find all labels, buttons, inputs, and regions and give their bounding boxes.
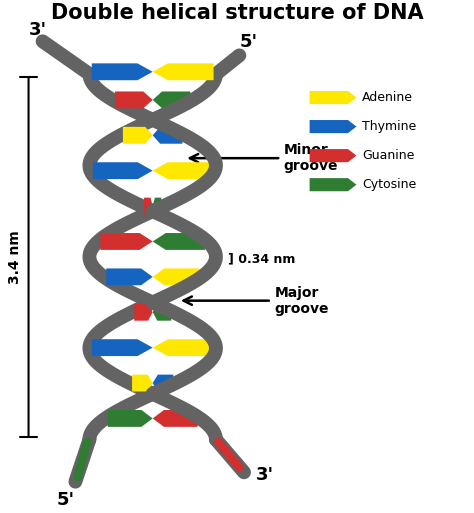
Polygon shape bbox=[310, 178, 356, 191]
Polygon shape bbox=[153, 339, 214, 356]
Polygon shape bbox=[153, 198, 161, 214]
Text: 5': 5' bbox=[57, 491, 75, 509]
Text: Adenine: Adenine bbox=[362, 91, 413, 104]
Text: 3': 3' bbox=[29, 21, 47, 39]
Text: Minor
groove: Minor groove bbox=[190, 143, 338, 173]
Polygon shape bbox=[115, 91, 153, 108]
Title: Double helical structure of DNA: Double helical structure of DNA bbox=[51, 3, 423, 23]
Text: Major
groove: Major groove bbox=[183, 286, 329, 316]
Polygon shape bbox=[153, 127, 182, 144]
Text: 3.4 nm: 3.4 nm bbox=[8, 230, 21, 284]
Polygon shape bbox=[123, 127, 153, 144]
Polygon shape bbox=[153, 268, 199, 285]
Polygon shape bbox=[310, 149, 356, 162]
Polygon shape bbox=[92, 63, 153, 80]
Polygon shape bbox=[132, 374, 153, 391]
Polygon shape bbox=[153, 374, 173, 391]
Polygon shape bbox=[93, 162, 153, 179]
Text: Guanine: Guanine bbox=[362, 149, 414, 162]
Polygon shape bbox=[144, 198, 153, 214]
Polygon shape bbox=[153, 162, 212, 179]
Polygon shape bbox=[153, 91, 191, 108]
Text: 5': 5' bbox=[240, 33, 258, 51]
Polygon shape bbox=[310, 120, 356, 133]
Polygon shape bbox=[153, 304, 171, 321]
Polygon shape bbox=[153, 410, 198, 427]
Polygon shape bbox=[92, 339, 153, 356]
Text: ] 0.34 nm: ] 0.34 nm bbox=[228, 253, 295, 266]
Text: Cytosine: Cytosine bbox=[362, 178, 416, 191]
Polygon shape bbox=[108, 410, 153, 427]
Polygon shape bbox=[153, 63, 214, 80]
Text: Thymine: Thymine bbox=[362, 120, 416, 133]
Polygon shape bbox=[153, 233, 205, 250]
Polygon shape bbox=[106, 268, 153, 285]
Polygon shape bbox=[310, 91, 356, 104]
Text: 3': 3' bbox=[256, 466, 274, 484]
Polygon shape bbox=[134, 304, 153, 321]
Polygon shape bbox=[100, 233, 153, 250]
